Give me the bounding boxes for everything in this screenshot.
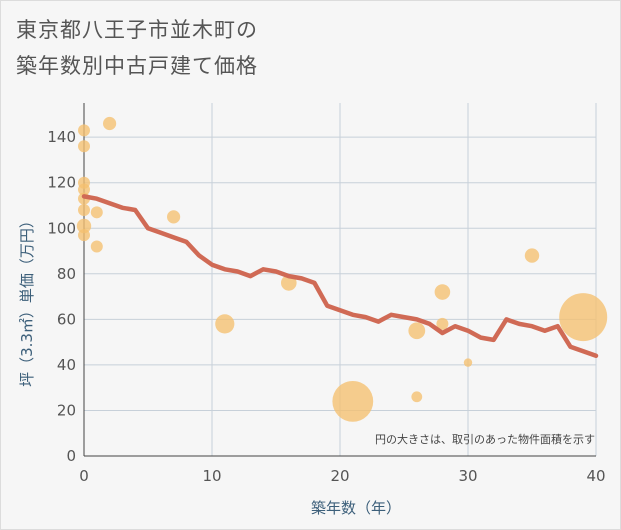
y-tick-label: 100	[47, 219, 76, 237]
y-tick-label: 80	[57, 265, 76, 283]
data-point	[103, 116, 117, 131]
axes	[83, 103, 596, 457]
data-point	[78, 229, 90, 242]
data-point	[215, 314, 235, 334]
x-tick-label: 40	[586, 467, 605, 485]
data-point	[78, 204, 90, 217]
data-point	[434, 284, 451, 300]
data-point	[78, 183, 90, 196]
title-line-2: 築年数別中古戸建て価格	[16, 54, 258, 78]
data-point	[524, 248, 540, 263]
data-point	[463, 358, 473, 367]
data-point	[408, 322, 426, 340]
x-tick-label: 10	[202, 467, 221, 485]
trend-line-group	[81, 194, 599, 359]
tick-labels: 0 20 40 60 80 100 120 140 0 10 20 30 40	[47, 128, 605, 485]
data-point	[78, 140, 90, 153]
data-point	[436, 317, 449, 330]
y-tick-label: 0	[66, 447, 76, 465]
y-tick-label: 40	[57, 356, 76, 374]
trend-line	[81, 194, 599, 359]
data-point	[332, 380, 374, 422]
bubble-size-note: 円の大きさは、取引のあった物件面積を示す	[375, 432, 595, 446]
data-points	[76, 116, 608, 422]
data-point	[90, 206, 103, 219]
data-point	[411, 391, 423, 403]
y-axis-label: 坪（3.3㎡）単価（万円）	[18, 213, 36, 387]
data-point	[559, 293, 608, 342]
x-tick-label: 30	[458, 467, 477, 485]
data-point	[90, 240, 103, 253]
x-tick-label: 20	[330, 467, 349, 485]
title-line-1: 東京都八王子市並木町の	[16, 18, 258, 42]
chart-title: 東京都八王子市並木町の 築年数別中古戸建て価格	[16, 12, 258, 84]
data-point	[78, 124, 90, 137]
y-tick-label: 120	[47, 174, 76, 192]
data-point	[167, 210, 181, 224]
x-axis-label: 築年数（年）	[311, 499, 401, 517]
data-point	[76, 218, 92, 234]
y-tick-label: 20	[57, 401, 76, 419]
y-tick-label: 60	[57, 310, 76, 328]
y-tick-label: 140	[47, 128, 76, 146]
x-tick-label: 0	[79, 467, 89, 485]
